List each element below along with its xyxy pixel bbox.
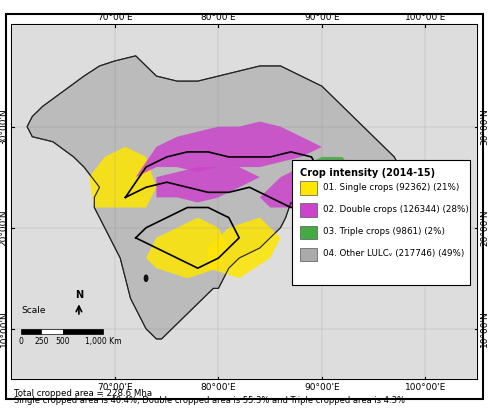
Text: 30°00'N: 30°00'N	[0, 108, 8, 145]
Ellipse shape	[302, 210, 310, 215]
Bar	[300, 181, 318, 195]
Polygon shape	[208, 217, 281, 278]
Text: 04. Other LULCᵥ (217746) (49%): 04. Other LULCᵥ (217746) (49%)	[323, 249, 464, 258]
Ellipse shape	[144, 275, 148, 282]
Text: 70°00'E: 70°00'E	[97, 383, 133, 392]
Bar	[12, 25, 477, 379]
Polygon shape	[27, 56, 404, 339]
Text: 10°00'N: 10°00'N	[0, 310, 8, 347]
Text: 90°00'E: 90°00'E	[304, 383, 340, 392]
Text: 20°00'N: 20°00'N	[0, 210, 8, 246]
Polygon shape	[260, 167, 332, 208]
Text: 100°00'E: 100°00'E	[404, 13, 446, 22]
Text: 90°00'E: 90°00'E	[304, 13, 340, 22]
Text: 01. Single crops (92362) (21%): 01. Single crops (92362) (21%)	[323, 182, 460, 192]
Bar	[21, 329, 42, 334]
Text: 02. Double crops (126344) (28%): 02. Double crops (126344) (28%)	[323, 205, 469, 214]
Text: 10°00'N: 10°00'N	[480, 310, 489, 347]
Text: Total cropped area = 228.6 Mha: Total cropped area = 228.6 Mha	[14, 389, 151, 398]
Polygon shape	[301, 157, 353, 187]
Bar	[300, 226, 318, 239]
Polygon shape	[89, 147, 156, 208]
Text: 80°00'E: 80°00'E	[200, 383, 236, 392]
Text: 1,000 Km: 1,000 Km	[84, 337, 121, 346]
Text: Crop intensity (2014-15): Crop intensity (2014-15)	[300, 168, 435, 178]
Text: 500: 500	[55, 337, 70, 346]
Text: 100°00'E: 100°00'E	[404, 383, 446, 392]
Polygon shape	[156, 167, 260, 203]
Bar	[300, 203, 318, 217]
Polygon shape	[136, 122, 322, 177]
Text: 0: 0	[19, 337, 24, 346]
Bar	[12, 25, 477, 379]
Text: N: N	[75, 290, 83, 300]
Bar	[300, 248, 318, 261]
Text: 03. Triple crops (9861) (2%): 03. Triple crops (9861) (2%)	[323, 227, 445, 236]
Text: 70°00'E: 70°00'E	[97, 13, 133, 22]
Text: 20°00'N: 20°00'N	[480, 210, 489, 246]
Text: 30°00'N: 30°00'N	[480, 108, 489, 145]
Text: Single cropped area is 40.4%, Double cropped area is 55.3% and Triple cropped ar: Single cropped area is 40.4%, Double cro…	[14, 396, 404, 405]
Polygon shape	[146, 217, 229, 278]
Bar	[292, 160, 470, 285]
Bar	[62, 329, 103, 334]
Text: 80°00'E: 80°00'E	[200, 13, 236, 22]
Text: 250: 250	[34, 337, 48, 346]
Bar	[42, 329, 62, 334]
Text: Scale: Scale	[21, 306, 46, 315]
